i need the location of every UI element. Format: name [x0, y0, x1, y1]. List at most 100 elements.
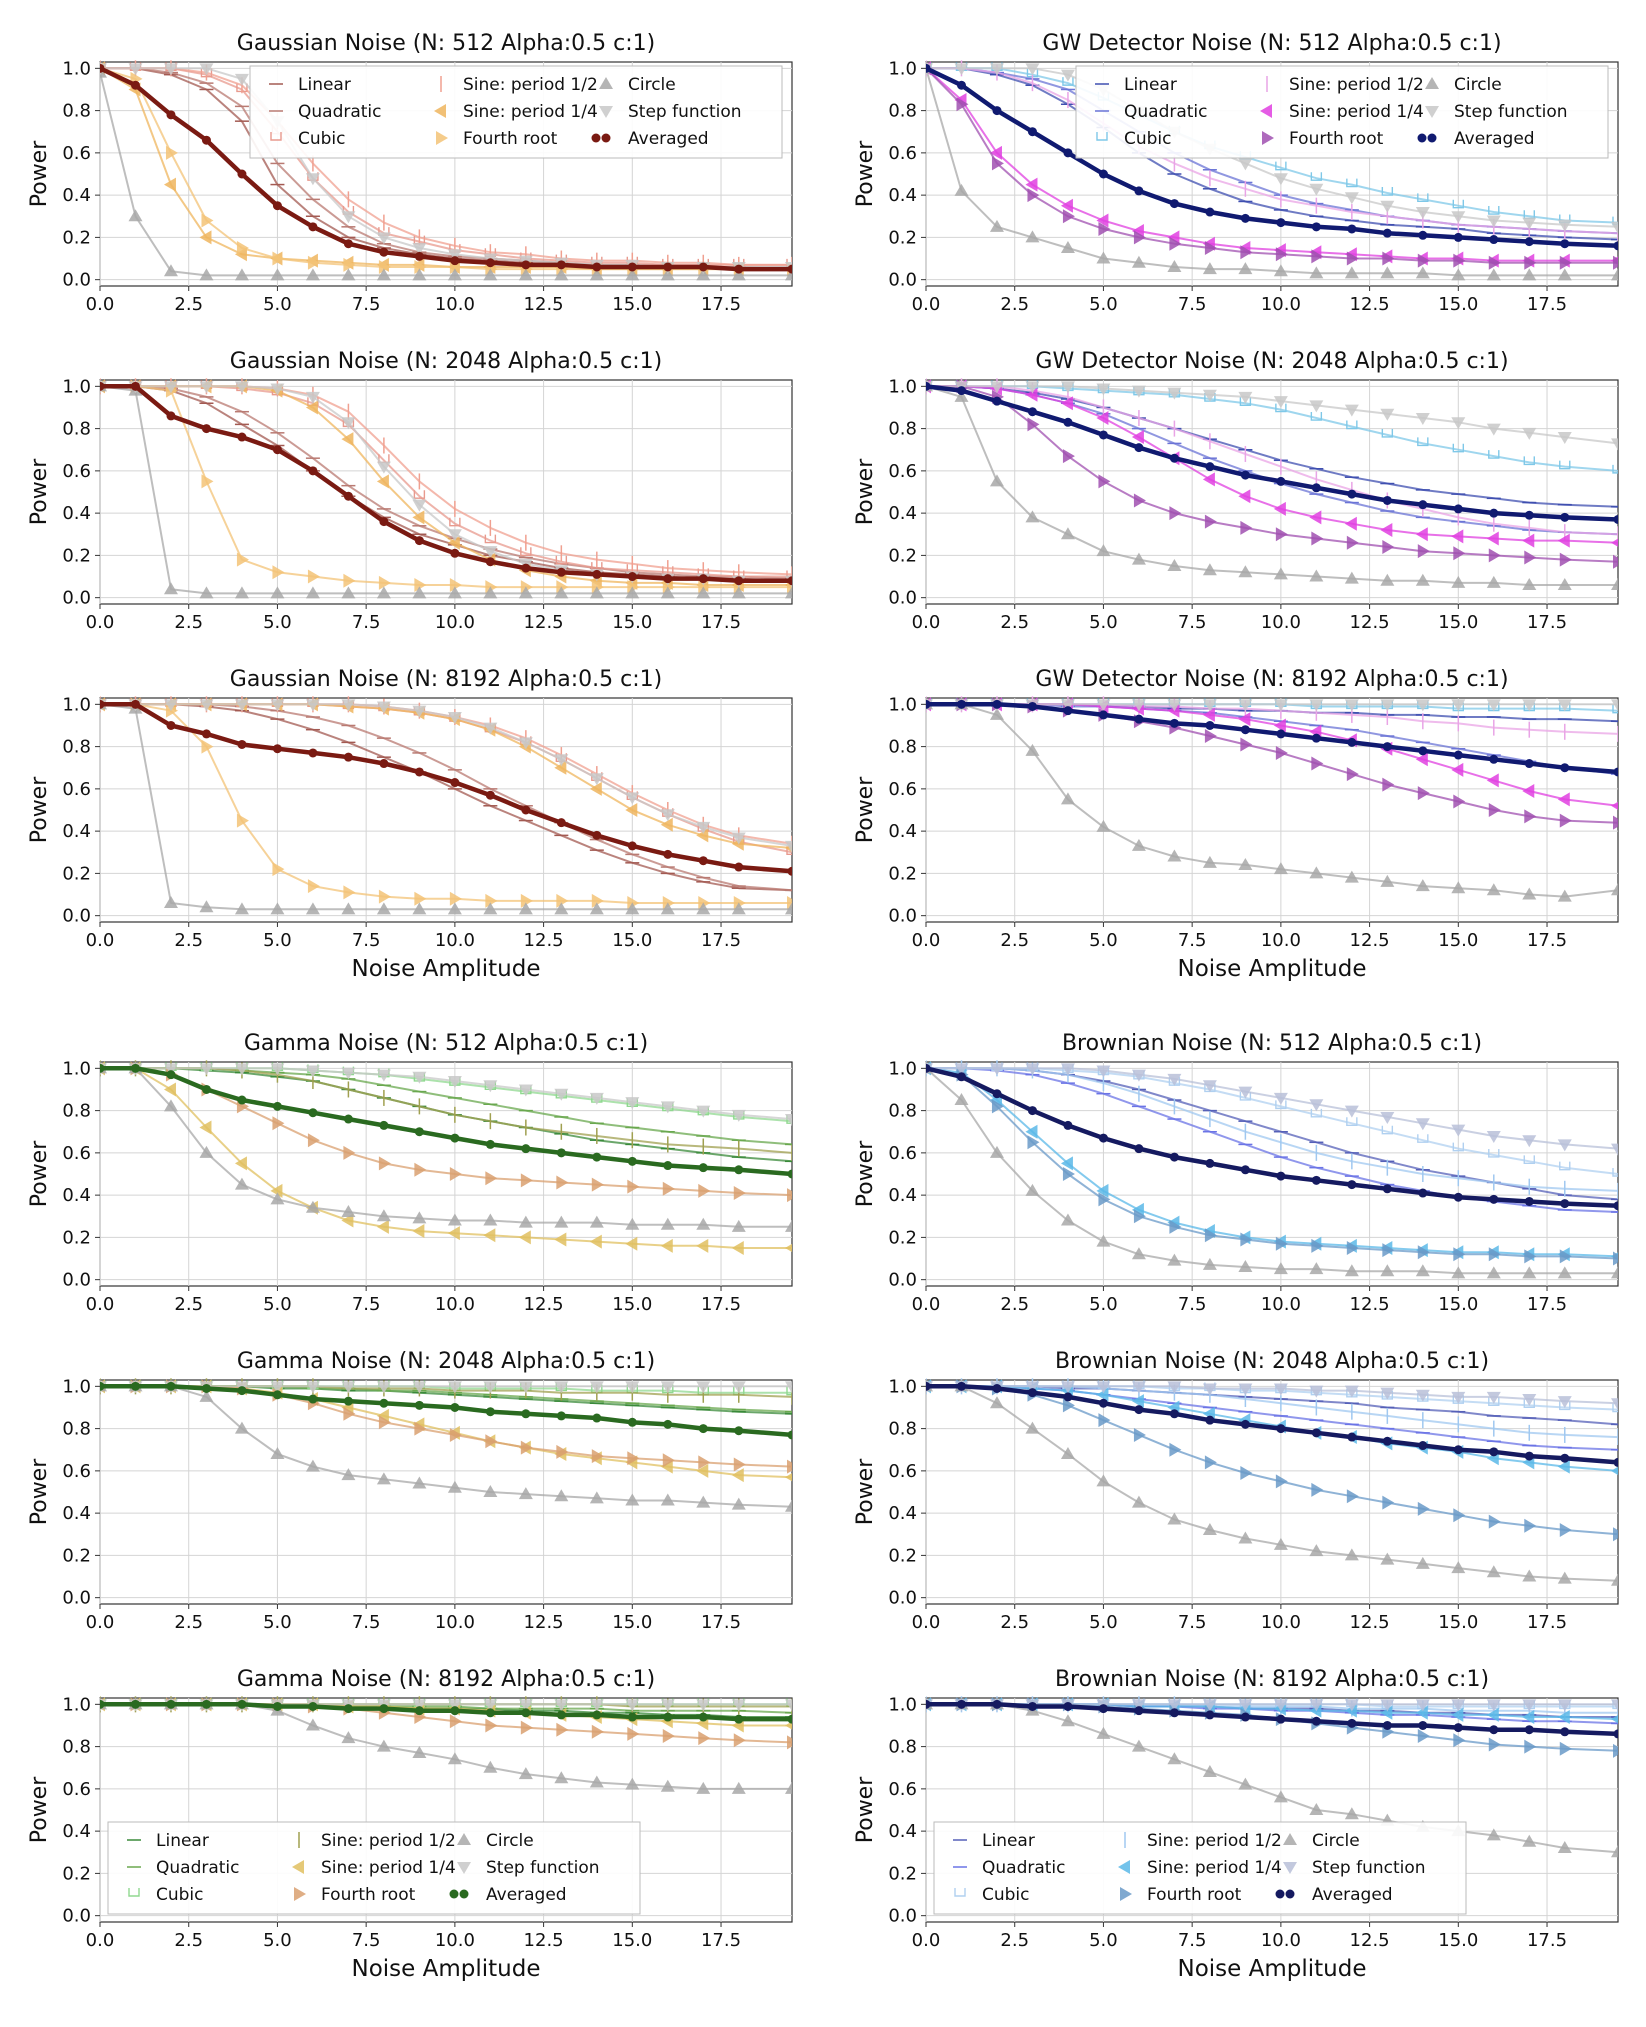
data-point: [449, 891, 462, 906]
data-point: [307, 1133, 320, 1148]
data-point: [447, 1226, 460, 1241]
data-point: [785, 1699, 792, 1712]
data-point: [1559, 552, 1572, 567]
data-point: [696, 1781, 711, 1794]
data-point: [1415, 1389, 1430, 1402]
y-tick-label: 0.8: [888, 737, 917, 758]
data-point: [1309, 183, 1324, 196]
data-point: [199, 1389, 214, 1402]
data-point: [1311, 756, 1324, 771]
y-tick-label: 0.2: [62, 545, 91, 566]
data-point: [1451, 762, 1464, 777]
legend-label: Circle: [486, 1831, 534, 1851]
data-point: [237, 739, 247, 749]
data-point: [100, 1063, 105, 1073]
legend-item: Step function: [457, 1858, 600, 1878]
data-point: [518, 1230, 531, 1245]
data-point: [1202, 1764, 1217, 1777]
data-point: [1133, 230, 1146, 245]
data-point: [412, 902, 427, 915]
data-point: [785, 1243, 792, 1253]
data-point: [731, 268, 746, 281]
legend-label: Sine: period 1/2: [1147, 1831, 1282, 1851]
y-tick-label: 0.0: [62, 270, 91, 291]
data-point: [1486, 423, 1501, 436]
data-point: [483, 546, 498, 559]
data-point: [787, 1430, 792, 1440]
data-point: [236, 813, 249, 828]
data-point: [1240, 1232, 1253, 1247]
series-line-averaged: [100, 1384, 792, 1438]
data-point: [1380, 266, 1395, 279]
data-point: [1380, 408, 1395, 421]
data-point: [1346, 1489, 1359, 1504]
data-point: [1486, 1565, 1501, 1578]
data-point: [518, 1381, 533, 1394]
y-tick-label: 1.0: [888, 1694, 917, 1715]
data-point: [1451, 268, 1466, 281]
x-tick-label: 7.5: [352, 612, 381, 633]
y-tick-label: 0.2: [62, 227, 91, 248]
data-point: [1204, 1455, 1217, 1470]
data-point: [1096, 1065, 1111, 1078]
data-point: [1524, 1451, 1534, 1461]
data-point: [1524, 1518, 1537, 1533]
x-tick-label: 10.0: [1261, 1294, 1301, 1315]
x-tick-label: 12.5: [1350, 294, 1390, 315]
data-point: [1557, 1266, 1572, 1279]
data-point: [625, 1217, 640, 1230]
x-tick-label: 10.0: [435, 930, 475, 951]
y-tick-label: 0.6: [62, 1143, 91, 1164]
legend-item: Step function: [1283, 1858, 1426, 1878]
x-tick-label: 17.5: [701, 294, 741, 315]
data-point: [1611, 221, 1618, 234]
data-point: [696, 1699, 711, 1712]
data-point: [1522, 1569, 1537, 1582]
data-point: [1418, 500, 1428, 510]
data-point: [412, 705, 427, 718]
data-point: [1418, 1441, 1428, 1451]
data-point: [1027, 188, 1040, 203]
data-point: [1309, 1803, 1324, 1815]
plot-frame: [925, 1379, 1619, 1605]
data-point: [989, 145, 1002, 160]
data-point: [696, 1238, 709, 1253]
series-line-fourth-root: [926, 67, 1618, 264]
data-point: [414, 1400, 424, 1410]
data-point: [485, 1708, 495, 1718]
data-point: [1560, 1453, 1570, 1463]
data-point: [1275, 745, 1288, 760]
data-point: [1382, 1495, 1395, 1510]
y-tick-label: 1.0: [62, 1058, 91, 1079]
legend-label: Cubic: [298, 129, 346, 149]
data-point: [272, 445, 282, 455]
data-point: [1131, 552, 1146, 565]
data-point: [696, 586, 711, 599]
data-point: [199, 230, 212, 245]
y-tick-label: 0.8: [888, 1101, 917, 1122]
data-point: [1238, 1086, 1253, 1099]
data-point: [414, 891, 427, 906]
data-point: [201, 424, 211, 434]
data-point: [201, 135, 211, 145]
data-point: [201, 729, 211, 739]
data-point: [696, 828, 709, 843]
data-point: [1557, 889, 1572, 902]
data-point: [414, 767, 424, 777]
legend-box: [933, 1821, 1467, 1915]
data-point: [518, 1699, 533, 1712]
series-group: [926, 60, 1618, 281]
data-point: [1557, 1459, 1570, 1474]
data-point: [128, 209, 143, 222]
x-tick-label: 10.0: [1261, 930, 1301, 951]
data-point: [457, 1862, 471, 1874]
data-point: [1451, 881, 1466, 894]
y-axis-label: Power: [27, 1776, 52, 1843]
data-point: [305, 1718, 320, 1731]
data-point: [100, 1699, 105, 1709]
data-point: [1347, 737, 1357, 747]
data-point: [1098, 430, 1108, 440]
data-point: [787, 1459, 792, 1474]
y-tick-label: 0.0: [62, 1270, 91, 1291]
data-point: [457, 1833, 471, 1845]
